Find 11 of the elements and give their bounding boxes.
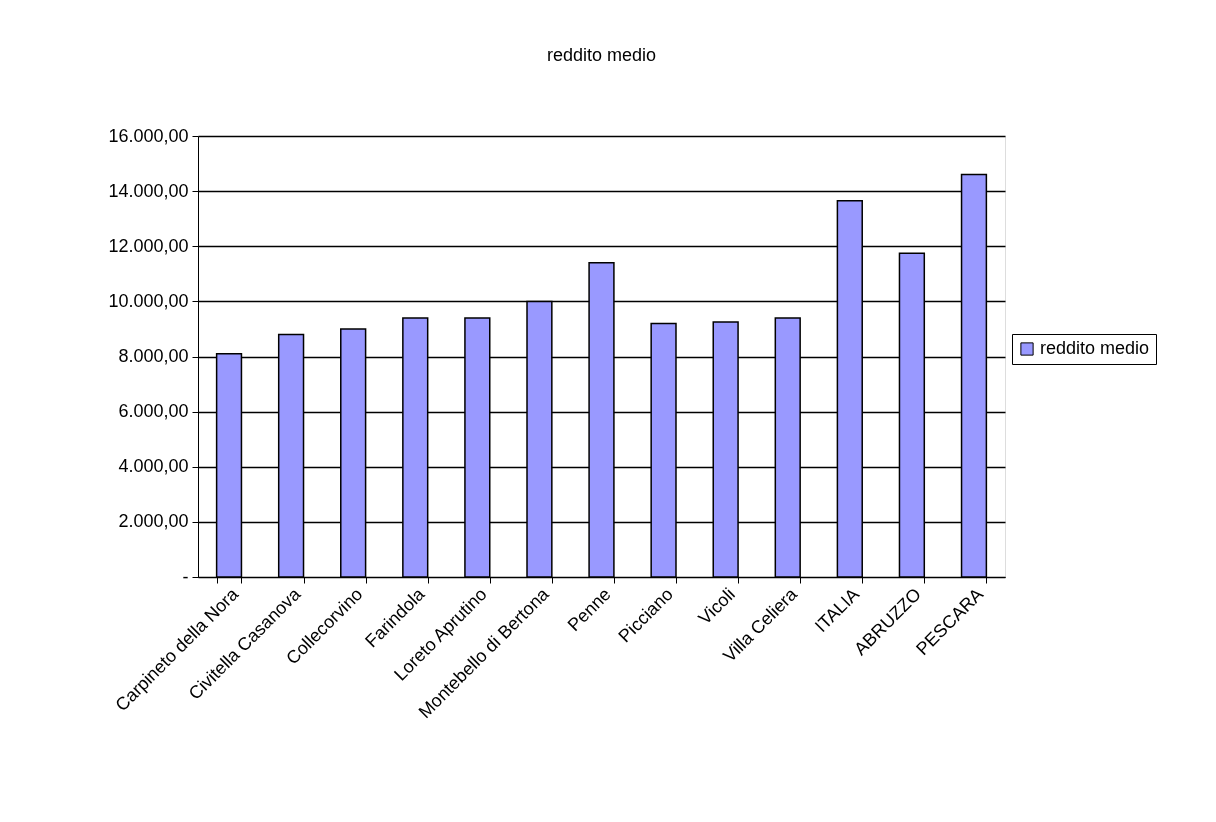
y-tick-label: 8.000,00 [118,346,189,366]
y-tick-label: - [182,566,189,587]
y-tick-label: 4.000,00 [118,456,189,477]
legend-label: reddito medio [1040,338,1150,358]
y-tick-label: 2.000,00 [118,511,189,532]
chart-title: reddito medio [546,45,657,65]
y-tick-label: 10.000,00 [108,290,189,311]
y-tick-label: 16.000,00 [108,125,189,146]
y-tick-label: 14.000,00 [108,180,189,201]
y-tick-label: 12.000,00 [108,235,189,256]
y-tick-label: 6.000,00 [118,401,189,422]
